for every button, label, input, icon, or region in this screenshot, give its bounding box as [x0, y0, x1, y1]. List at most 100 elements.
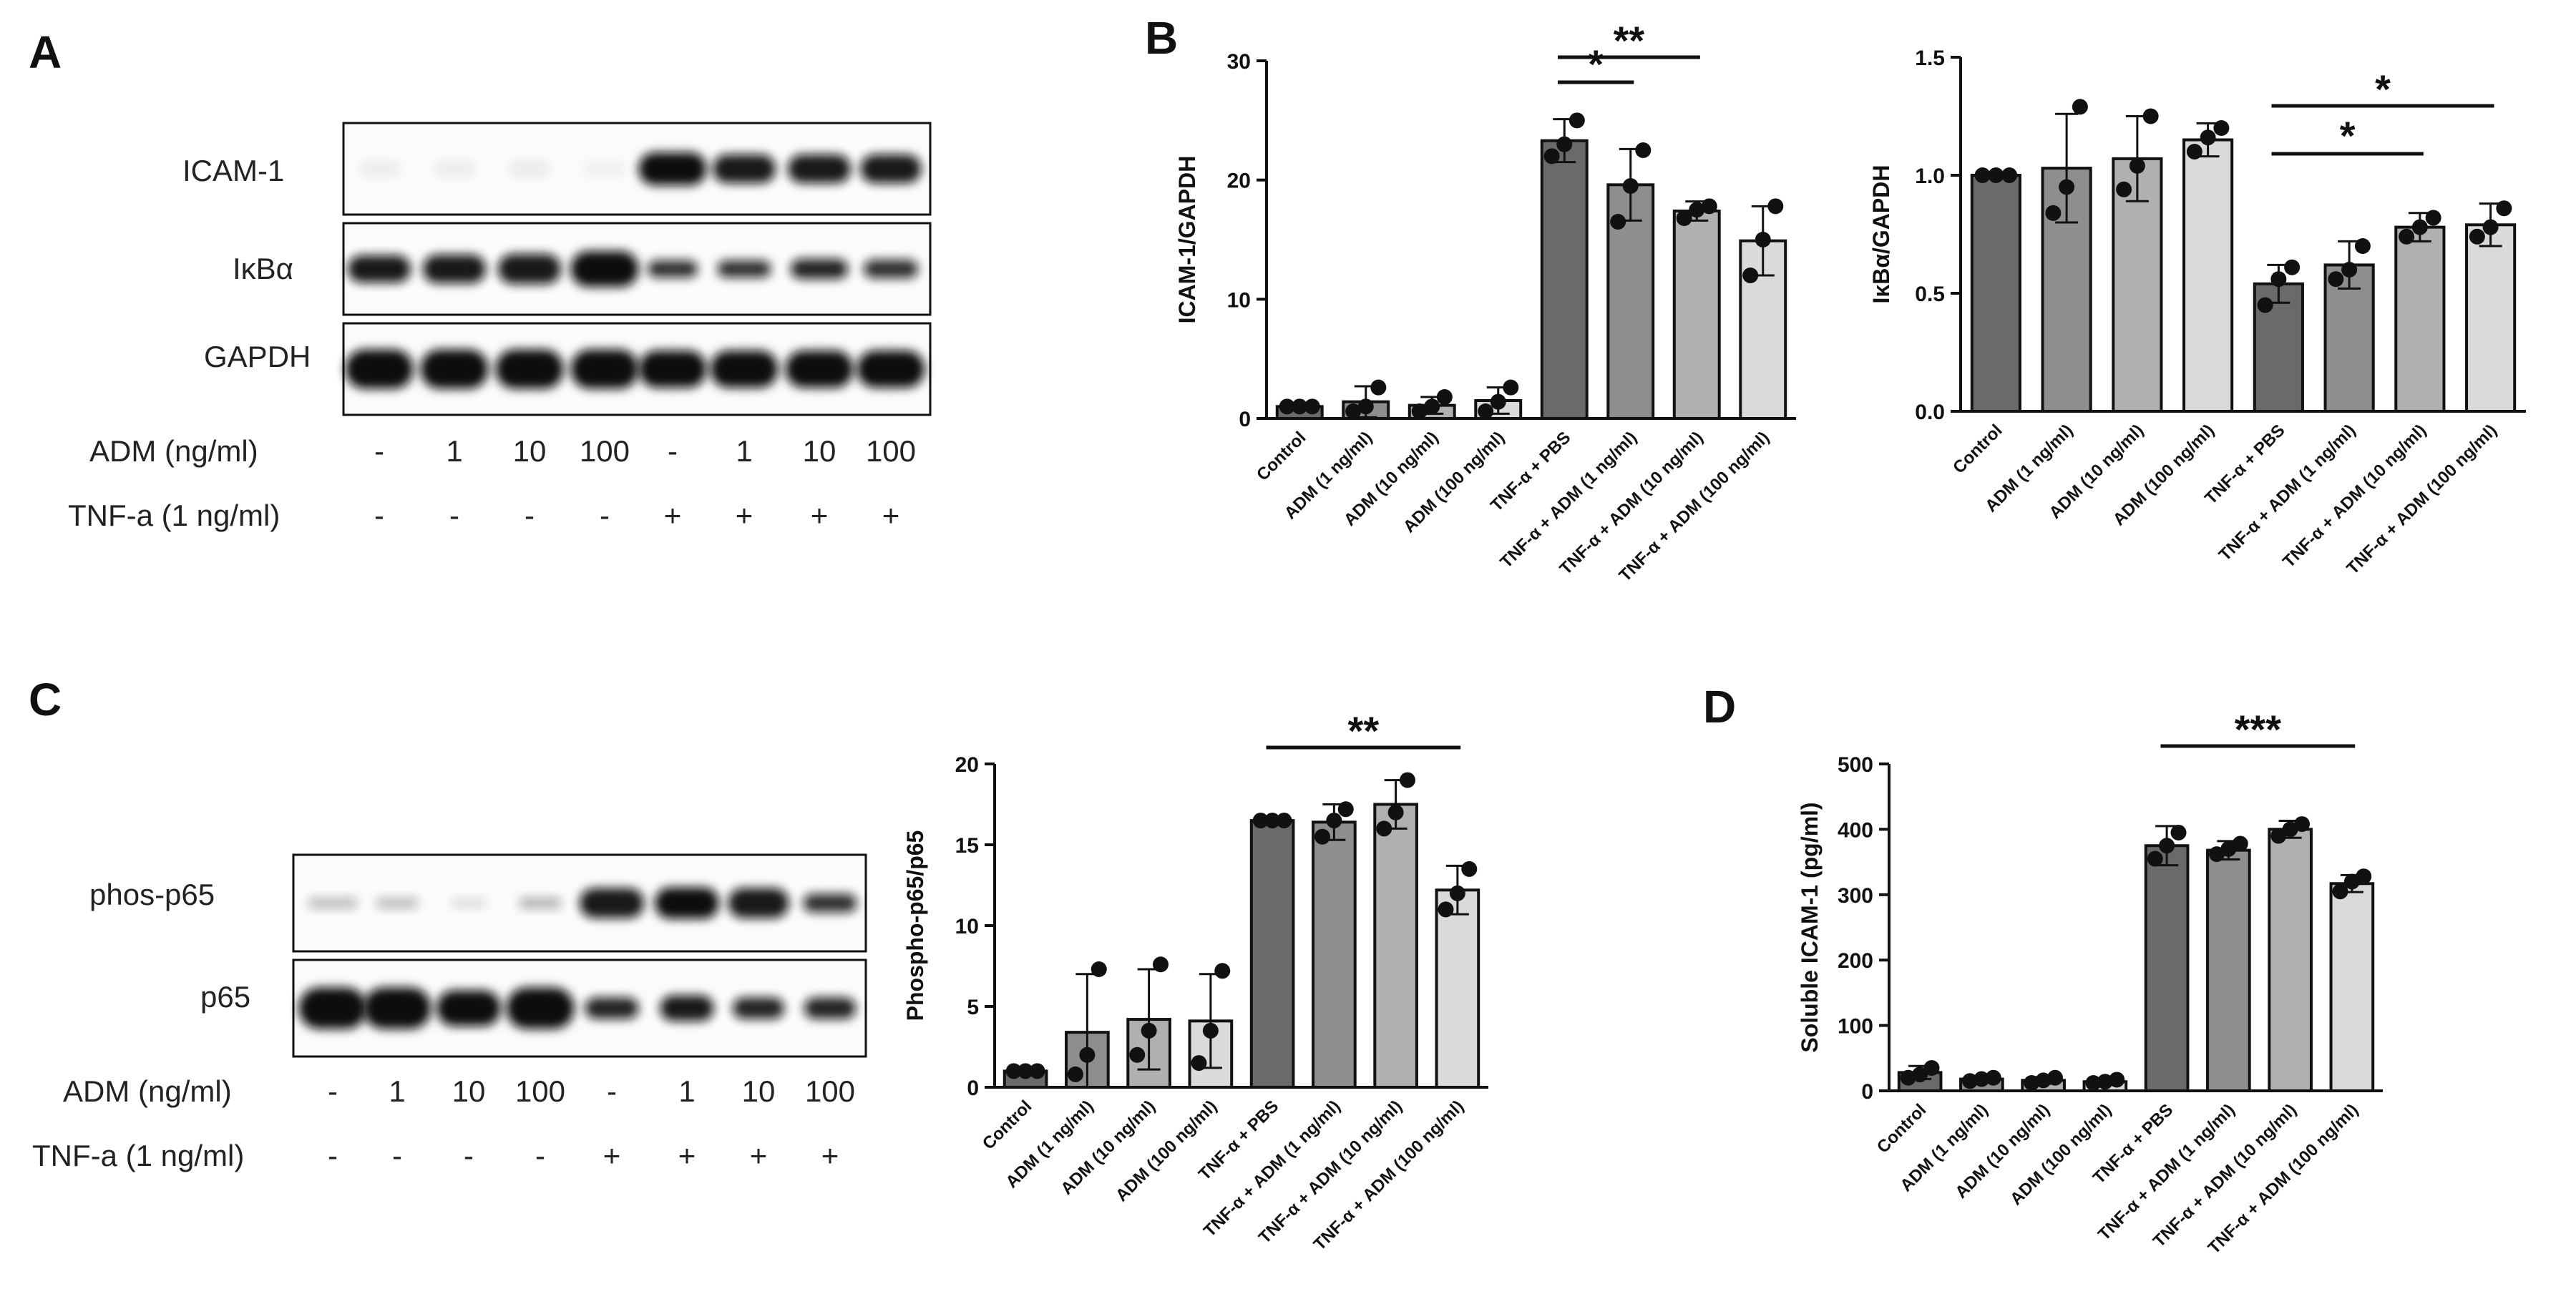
significance-label: * [2375, 67, 2391, 112]
data-point [2284, 259, 2301, 275]
bar [1373, 803, 1418, 1089]
condition-value: + [821, 1139, 839, 1172]
blot-band [420, 349, 489, 389]
data-point [2001, 167, 2018, 183]
data-point [2270, 828, 2287, 844]
blot-band [733, 997, 784, 1019]
data-point [2328, 271, 2344, 288]
data-point [1279, 398, 1295, 415]
condition-value: 10 [742, 1074, 776, 1108]
data-point [1676, 210, 1692, 226]
condition-value: - [328, 1074, 338, 1108]
y-tick-label: 100 [1838, 1015, 1873, 1039]
data-point [2356, 868, 2372, 885]
data-point [1029, 1063, 1045, 1079]
bar [1970, 174, 2021, 413]
data-point [1543, 148, 1560, 165]
blot-band [495, 349, 564, 389]
panel-label-a: A [29, 26, 62, 78]
data-point [1689, 202, 1705, 218]
data-point [2035, 1072, 2051, 1089]
y-tick-label: 500 [1838, 753, 1873, 777]
data-point [2109, 1072, 2125, 1088]
data-point [1767, 198, 1784, 215]
data-point [1005, 1063, 1022, 1079]
bar [2206, 848, 2251, 1092]
data-point [1314, 828, 1330, 845]
y-tick-label: 20 [955, 753, 979, 777]
blot-band [585, 997, 639, 1019]
blot-band [804, 997, 856, 1019]
data-point [1923, 1060, 1940, 1077]
data-point [1141, 1022, 1157, 1039]
blot-band [508, 160, 551, 178]
blot-band [436, 990, 501, 1026]
data-point [1742, 268, 1759, 283]
blot-band [788, 155, 851, 183]
data-point [1326, 813, 1342, 829]
significance-label: ** [1614, 18, 1645, 63]
y-tick-label: 400 [1838, 818, 1873, 842]
data-point [1091, 961, 1107, 978]
data-point [1276, 813, 1292, 829]
panel-label-d: D [1703, 681, 1736, 732]
data-point [2170, 824, 2187, 840]
condition-value: 1 [678, 1074, 695, 1108]
blot-band-label: ICAM-1 [182, 154, 284, 187]
blot-band [363, 987, 431, 1029]
data-point [2332, 883, 2348, 900]
data-point [2129, 157, 2145, 174]
y-tick-label: 0.5 [1915, 283, 1945, 306]
condition-value: - [449, 499, 459, 532]
data-point [2257, 297, 2273, 313]
blot-band [423, 255, 486, 283]
condition-value: + [664, 499, 682, 532]
data-point [1079, 1046, 1096, 1063]
condition-value: 10 [803, 434, 836, 468]
data-point [1503, 379, 1519, 396]
data-point [1912, 1067, 1928, 1083]
data-point [1556, 136, 1573, 152]
blot-band [376, 897, 419, 909]
data-point [2270, 271, 2287, 288]
data-point [2354, 238, 2371, 254]
data-point [2469, 228, 2485, 245]
data-point [1988, 167, 2004, 183]
blot-band [583, 160, 626, 178]
significance-label: * [1588, 41, 1604, 87]
data-point [1478, 403, 1494, 419]
data-point [1357, 398, 1374, 415]
data-point [1129, 1046, 1146, 1063]
condition-label-adm: ADM (ng/ml) [63, 1074, 232, 1108]
data-point [2411, 219, 2428, 235]
data-point [1985, 1069, 2001, 1086]
data-point [1337, 801, 1354, 818]
data-point [1345, 403, 1362, 419]
data-point [1635, 142, 1652, 158]
bar [2268, 828, 2313, 1093]
condition-value: 100 [515, 1074, 565, 1108]
data-point [1400, 772, 1416, 788]
condition-value: + [678, 1139, 696, 1172]
blot-band [358, 160, 401, 178]
blot-band [498, 254, 561, 284]
data-point [2045, 205, 2062, 221]
significance-label: ** [1348, 708, 1380, 753]
data-point [1974, 1071, 1990, 1087]
blot-band [785, 350, 854, 388]
y-tick-label: 0 [1861, 1080, 1873, 1104]
condition-value: 100 [805, 1074, 855, 1108]
chart-soluble-icam1: 0 100 200 300 400 500 Soluble ICAM-1 (pg/ml) Co… [1797, 707, 2383, 1258]
data-point [2232, 835, 2248, 852]
condition-value: - [374, 434, 384, 468]
blot-band [570, 251, 639, 287]
blot-band [648, 260, 698, 278]
y-tick-label: 200 [1838, 949, 1873, 973]
data-point [1018, 1063, 1034, 1079]
data-point [2282, 821, 2298, 838]
y-tick-label: 1.5 [1915, 46, 1945, 70]
bar [1672, 210, 1721, 420]
data-point [1304, 398, 1320, 415]
blot-band [857, 350, 925, 388]
